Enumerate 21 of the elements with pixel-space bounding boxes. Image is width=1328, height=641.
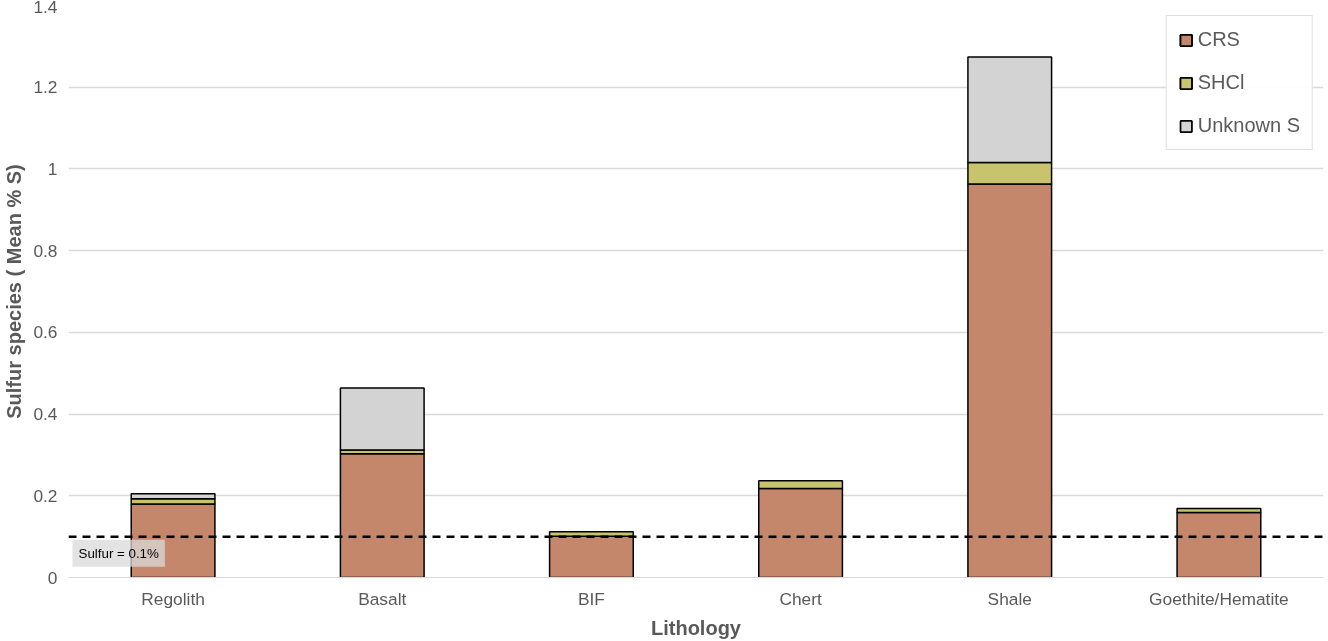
- legend-label: Unknown S: [1197, 114, 1300, 137]
- legend-label: SHCl: [1197, 71, 1245, 94]
- y-tick-label: 1: [47, 158, 58, 179]
- x-tick-label: Shale: [987, 588, 1032, 609]
- y-tick-label: 0.8: [33, 240, 58, 261]
- x-tick-label: Regolith: [141, 588, 205, 609]
- y-tick-label: 1.4: [33, 0, 58, 17]
- y-tick-label: 0.2: [33, 485, 58, 506]
- bar: [339, 387, 425, 451]
- y-tick-label: 1.2: [33, 77, 58, 98]
- ref-line-label: Sulfur = 0.1%: [78, 545, 160, 561]
- y-tick-label: 0: [47, 567, 58, 588]
- x-axis-title: Lithology: [651, 616, 742, 639]
- x-tick-label: Basalt: [358, 588, 407, 609]
- legend-label: CRS: [1197, 28, 1240, 51]
- x-tick-label: Goethite/Hematite: [1149, 588, 1289, 609]
- x-tick-label: BIF: [577, 588, 605, 609]
- y-axis-title: Sulfur species ( Mean % S): [3, 164, 26, 419]
- x-tick-label: Chert: [779, 588, 822, 609]
- y-tick-label: 0.4: [33, 404, 58, 425]
- y-tick-label: 0.6: [33, 322, 58, 343]
